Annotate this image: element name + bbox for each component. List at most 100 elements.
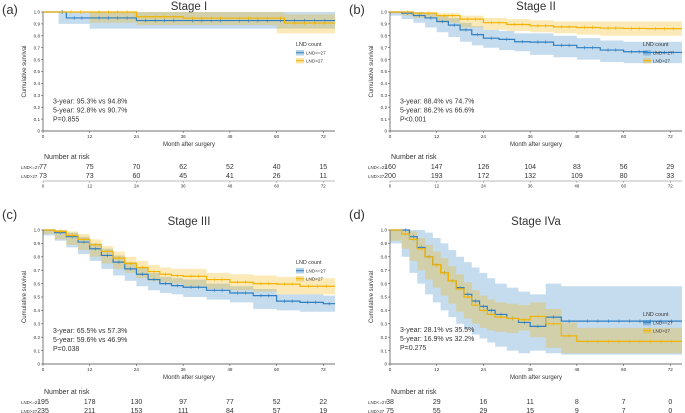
- y-tick-label: 0.6: [381, 281, 388, 286]
- risk-cell: 193: [431, 173, 443, 180]
- x-tick-label: 24: [481, 134, 487, 139]
- y-tick-label: 0.3: [381, 93, 388, 98]
- y-tick-label: 0.5: [34, 295, 41, 300]
- x-tick-label: 0: [389, 367, 392, 372]
- risk-cell: 11: [320, 173, 327, 180]
- stat-annotation: P<0.001: [400, 117, 426, 124]
- risk-cell: 0: [668, 408, 672, 413]
- y-tick-label: 0.3: [34, 322, 41, 327]
- risk-axis-label: 12: [87, 184, 92, 189]
- risk-cell: 57: [273, 408, 281, 413]
- risk-cell: 130: [131, 399, 143, 406]
- risk-cell: 75: [386, 408, 394, 413]
- y-tick-label: 0.9: [34, 241, 41, 246]
- y-axis-title: Cumulative survival: [369, 45, 375, 97]
- x-tick-label: 60: [274, 367, 280, 372]
- x-tick-label: 36: [181, 134, 187, 139]
- y-tick-label: 0.3: [381, 322, 388, 327]
- risk-axis-label: 60: [274, 184, 279, 189]
- panel-title: Stage I: [171, 1, 207, 13]
- y-axis-title: Cumulative survival: [369, 271, 375, 323]
- legend-title: LND count: [296, 260, 322, 266]
- x-tick-label: 72: [668, 367, 674, 372]
- y-tick-label: 0.5: [34, 69, 41, 74]
- risk-axis-label: 36: [528, 184, 533, 189]
- risk-cell: 7: [622, 408, 626, 413]
- censor-marks-2: [405, 232, 672, 344]
- y-tick-label: 0.7: [381, 45, 388, 50]
- y-tick-label: 0.3: [34, 93, 41, 98]
- x-tick-label: 36: [181, 367, 187, 372]
- risk-cell: 77: [226, 399, 234, 406]
- x-tick-label: 36: [528, 134, 534, 139]
- x-tick-label: 48: [227, 367, 233, 372]
- legend-title: LND count: [296, 42, 322, 48]
- stat-annotation: 3-year: 95.3% vs 94.8%: [53, 99, 127, 106]
- risk-cell: 16: [480, 399, 488, 406]
- y-tick-label: 0.1: [381, 117, 388, 122]
- risk-cell: 75: [86, 164, 94, 171]
- risk-table-title: Number at risk: [391, 389, 437, 396]
- y-tick-label: 0.2: [34, 335, 41, 340]
- y-tick-label: 0.4: [381, 81, 388, 86]
- x-tick-label: 72: [321, 134, 327, 139]
- legend-label-1: LND<=27: [653, 51, 673, 56]
- y-tick-label: 0.6: [381, 57, 388, 62]
- x-axis-title: Month after surgery: [510, 375, 562, 381]
- ci-band-1: [390, 12, 682, 64]
- legend-title: LND count: [643, 312, 669, 318]
- risk-cell: 77: [39, 164, 47, 171]
- risk-table-title: Number at risk: [44, 389, 90, 396]
- risk-row-label-2: LND>27: [368, 174, 385, 179]
- censor-marks-1: [60, 230, 330, 306]
- x-tick-label: 12: [434, 134, 440, 139]
- risk-cell: 55: [433, 408, 441, 413]
- risk-row-label-2: LND>27: [21, 409, 38, 413]
- risk-cell: 22: [319, 399, 327, 406]
- stat-annotation: 5-year: 59.6% vs 46.9%: [53, 337, 127, 344]
- y-tick-label: 0.4: [34, 81, 41, 86]
- x-tick-label: 12: [434, 367, 440, 372]
- risk-cell: 153: [131, 408, 143, 413]
- y-tick-label: 1.0: [34, 10, 41, 15]
- risk-cell: 172: [478, 173, 490, 180]
- x-axis-title: Month after surgery: [163, 142, 215, 148]
- risk-table-title: Number at risk: [391, 154, 437, 161]
- y-tick-label: 0: [37, 129, 40, 134]
- risk-axis-label: 0: [42, 184, 45, 189]
- risk-cell: 9: [575, 408, 579, 413]
- legend-label-1: LND<=27: [306, 51, 326, 56]
- x-tick-label: 60: [274, 134, 280, 139]
- legend-label-2: LND>27: [306, 277, 323, 282]
- y-tick-label: 1.0: [381, 10, 388, 15]
- legend-label-2: LND>27: [653, 329, 670, 334]
- censor-marks-2: [61, 10, 326, 25]
- risk-cell: 19: [319, 408, 327, 413]
- risk-cell: 29: [433, 399, 441, 406]
- risk-cell: 7: [622, 399, 626, 406]
- risk-cell: 109: [571, 173, 583, 180]
- y-axis-title: Cumulative survival: [22, 45, 28, 97]
- x-axis-title: Month after surgery: [510, 142, 562, 148]
- risk-cell: 211: [84, 408, 95, 413]
- x-tick-label: 60: [621, 367, 627, 372]
- risk-cell: 147: [431, 164, 443, 171]
- x-tick-label: 36: [528, 367, 534, 372]
- stat-annotation: P=0.038: [53, 346, 79, 353]
- x-tick-label: 48: [574, 367, 580, 372]
- risk-cell: 56: [620, 164, 628, 171]
- legend-title: LND count: [643, 42, 669, 48]
- y-tick-label: 0.1: [381, 348, 388, 353]
- x-tick-label: 48: [574, 134, 580, 139]
- stat-annotation: 5-year: 92.8% vs 90.7%: [53, 108, 127, 115]
- y-tick-label: 0.4: [381, 308, 388, 313]
- y-tick-label: 0.7: [34, 45, 41, 50]
- risk-cell: 45: [179, 173, 187, 180]
- risk-row-label-2: LND>27: [368, 409, 385, 413]
- y-tick-label: 1.0: [381, 228, 388, 233]
- km-panel-1: (a) Stage I Cumulative survival 0 0.1 0.2 0.3 0…: [2, 1, 335, 189]
- risk-cell: 52: [226, 164, 234, 171]
- survival-curve-2: [43, 229, 335, 287]
- risk-cell: 70: [133, 164, 141, 171]
- risk-cell: 195: [37, 399, 49, 406]
